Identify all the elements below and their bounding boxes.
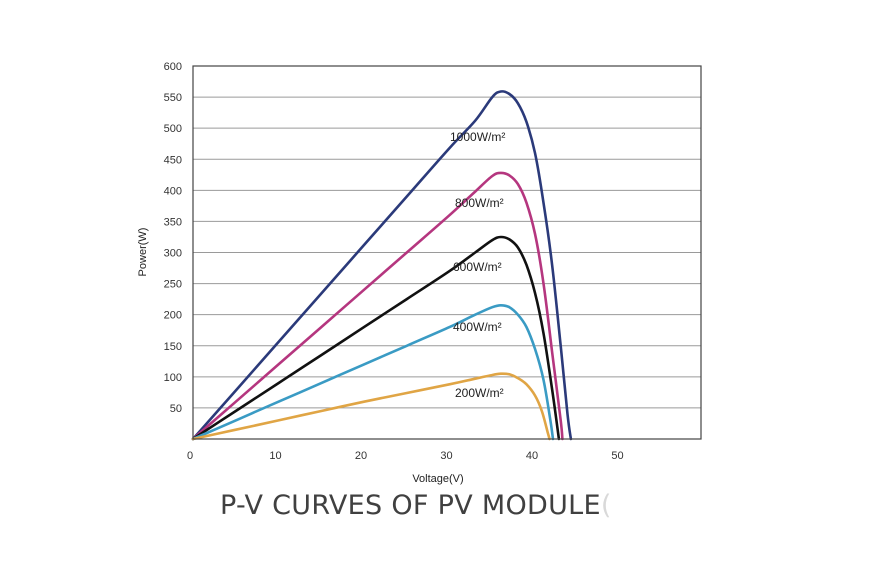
- series-label-1: 800W/m²: [455, 196, 504, 210]
- series-label-4: 200W/m²: [455, 386, 504, 400]
- y-tick-label: 350: [164, 216, 182, 228]
- x-tick-label: 0: [187, 450, 193, 462]
- x-tick-label: 40: [526, 450, 538, 462]
- x-axis-title: Voltage(V): [412, 473, 463, 485]
- series-label-2: 600W/m²: [453, 260, 502, 274]
- series-line-2: [191, 235, 561, 441]
- plot-frame: [192, 65, 702, 440]
- curve-labels: 1000W/m² 800W/m² 600W/m² 400W/m² 200W/m²: [450, 130, 505, 400]
- caption-text: P-V CURVES OF PV MODULE: [220, 490, 601, 521]
- y-tick-label: 550: [164, 92, 182, 104]
- y-tick-label: 250: [164, 279, 182, 291]
- tick-labels: 50 100 150 200 250 300 350 400 450 500 550 600 0 10 20…: [164, 61, 624, 462]
- series-line-3: [191, 304, 555, 441]
- series-label-0: 1000W/m²: [450, 130, 505, 144]
- y-tick-label: 100: [164, 372, 182, 384]
- y-tick-label: 150: [164, 341, 182, 353]
- y-tick-label: 600: [164, 61, 182, 73]
- y-tick-label: 500: [164, 123, 182, 135]
- grid-lines: [193, 65, 701, 409]
- y-tick-label: 50: [170, 403, 182, 415]
- x-tick-label: 50: [611, 450, 623, 462]
- y-axis-title: Power(W): [137, 228, 149, 277]
- x-tick-label: 10: [269, 450, 281, 462]
- y-tick-label: 400: [164, 185, 182, 197]
- y-tick-label: 450: [164, 154, 182, 166]
- curves: [191, 90, 573, 441]
- series-line-0: [191, 90, 573, 441]
- caption-trailing-glyph: (: [600, 490, 612, 521]
- series-line-1: [191, 171, 564, 441]
- x-tick-label: 20: [355, 450, 367, 462]
- series-label-3: 400W/m²: [453, 320, 502, 334]
- y-tick-label: 300: [164, 248, 182, 260]
- y-tick-label: 200: [164, 310, 182, 322]
- x-tick-label: 30: [440, 450, 452, 462]
- chart-caption: P-V CURVES OF PV MODULE(: [220, 490, 612, 521]
- series-line-4: [191, 372, 551, 441]
